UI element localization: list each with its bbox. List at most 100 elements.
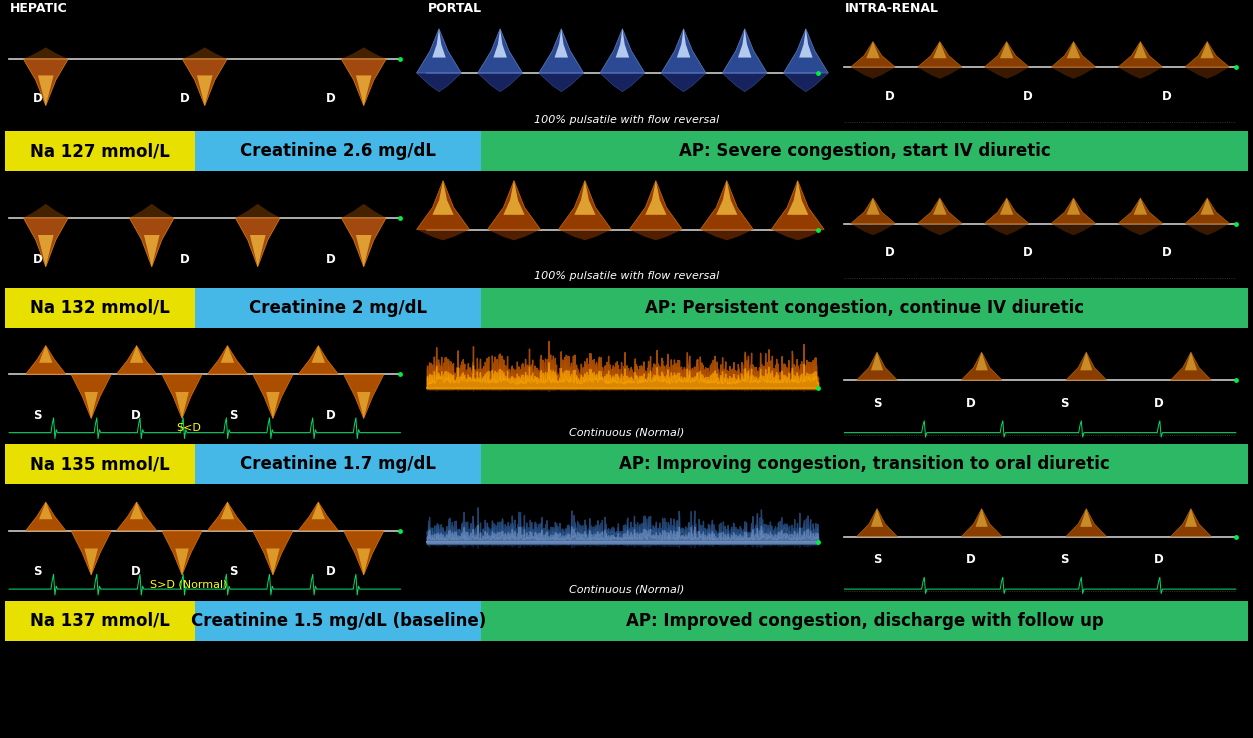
Polygon shape	[341, 204, 386, 218]
Polygon shape	[985, 198, 1029, 224]
Polygon shape	[851, 198, 896, 224]
Text: Na 132 mmol/L: Na 132 mmol/L	[30, 299, 170, 317]
Text: D: D	[326, 92, 336, 106]
Polygon shape	[783, 29, 828, 73]
Polygon shape	[1118, 67, 1163, 79]
Polygon shape	[857, 352, 897, 380]
Polygon shape	[298, 345, 338, 374]
Polygon shape	[539, 29, 584, 73]
Polygon shape	[917, 224, 962, 235]
Polygon shape	[416, 230, 470, 241]
Bar	[841, 15, 1248, 131]
Text: D: D	[326, 409, 336, 421]
Text: AP: Persistent congestion, continue IV diuretic: AP: Persistent congestion, continue IV d…	[645, 299, 1084, 317]
Polygon shape	[677, 29, 690, 58]
Polygon shape	[25, 502, 66, 531]
Polygon shape	[1051, 198, 1096, 224]
Polygon shape	[1200, 198, 1214, 215]
Polygon shape	[629, 230, 683, 241]
Text: D: D	[179, 253, 189, 266]
Text: Na 137 mmol/L: Na 137 mmol/L	[30, 612, 170, 630]
Text: Continuous (Normal): Continuous (Normal)	[569, 427, 684, 438]
Polygon shape	[416, 181, 470, 230]
Text: S: S	[873, 554, 881, 567]
Polygon shape	[1118, 198, 1163, 224]
Polygon shape	[851, 224, 896, 235]
Text: Creatinine 2 mg/dL: Creatinine 2 mg/dL	[249, 299, 427, 317]
Text: S: S	[873, 397, 881, 410]
Polygon shape	[477, 73, 523, 92]
Polygon shape	[298, 502, 338, 531]
Text: D: D	[1022, 90, 1032, 103]
Text: D: D	[1154, 554, 1163, 567]
Polygon shape	[1066, 198, 1080, 215]
Polygon shape	[24, 59, 68, 106]
Polygon shape	[985, 224, 1029, 235]
Polygon shape	[357, 392, 371, 418]
Polygon shape	[871, 508, 883, 527]
Polygon shape	[629, 181, 683, 230]
Polygon shape	[494, 29, 507, 58]
Polygon shape	[1066, 508, 1106, 537]
Polygon shape	[1185, 352, 1197, 370]
Polygon shape	[851, 41, 896, 67]
Polygon shape	[1066, 352, 1106, 380]
Polygon shape	[24, 204, 68, 218]
Polygon shape	[574, 181, 595, 215]
Polygon shape	[487, 230, 540, 241]
Bar	[481, 444, 1248, 484]
Polygon shape	[343, 374, 383, 418]
Polygon shape	[961, 352, 1002, 380]
Polygon shape	[600, 73, 645, 92]
Polygon shape	[700, 181, 753, 230]
Text: HEPATIC: HEPATIC	[10, 2, 68, 15]
Polygon shape	[416, 29, 461, 73]
Polygon shape	[183, 47, 227, 59]
Polygon shape	[221, 502, 234, 520]
Bar	[195, 601, 481, 641]
Polygon shape	[917, 67, 962, 79]
Bar	[422, 484, 831, 601]
Polygon shape	[24, 47, 68, 59]
Polygon shape	[84, 392, 98, 418]
Polygon shape	[253, 374, 293, 418]
Polygon shape	[144, 235, 159, 267]
Bar	[195, 131, 481, 171]
Polygon shape	[221, 345, 234, 363]
Bar	[841, 328, 1248, 444]
Polygon shape	[1118, 224, 1163, 235]
Polygon shape	[25, 345, 66, 374]
Polygon shape	[236, 204, 281, 218]
Polygon shape	[615, 29, 629, 58]
Polygon shape	[197, 75, 213, 106]
Polygon shape	[722, 29, 767, 73]
Text: AP: Improved congestion, discharge with follow up: AP: Improved congestion, discharge with …	[625, 612, 1104, 630]
Text: D: D	[326, 253, 336, 266]
Polygon shape	[783, 73, 828, 92]
Text: Creatinine 1.5 mg/dL (baseline): Creatinine 1.5 mg/dL (baseline)	[190, 612, 486, 630]
Text: INTRA-RENAL: INTRA-RENAL	[846, 2, 940, 15]
Polygon shape	[738, 29, 752, 58]
Polygon shape	[117, 345, 157, 374]
Polygon shape	[559, 230, 611, 241]
Polygon shape	[343, 531, 383, 575]
Bar	[422, 328, 831, 444]
Text: D: D	[33, 253, 43, 266]
Polygon shape	[162, 531, 202, 575]
Polygon shape	[1080, 352, 1093, 370]
Polygon shape	[645, 181, 667, 215]
Bar	[5, 288, 195, 328]
Polygon shape	[71, 531, 112, 575]
Polygon shape	[183, 59, 227, 106]
Polygon shape	[976, 352, 987, 370]
Polygon shape	[129, 218, 174, 267]
Polygon shape	[162, 374, 202, 418]
Text: 100% pulsatile with flow reversal: 100% pulsatile with flow reversal	[534, 271, 719, 281]
Bar	[5, 15, 412, 131]
Text: S: S	[34, 409, 41, 421]
Polygon shape	[207, 345, 248, 374]
Polygon shape	[722, 73, 767, 92]
Text: S: S	[1060, 554, 1069, 567]
Polygon shape	[787, 181, 808, 215]
Polygon shape	[24, 218, 68, 267]
